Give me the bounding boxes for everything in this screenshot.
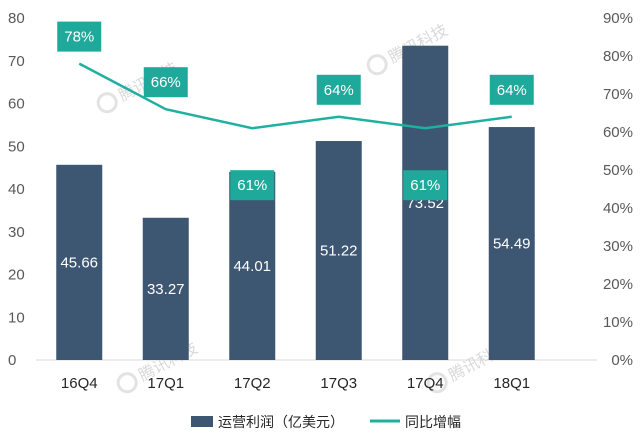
bar-value-label: 51.22 [320, 243, 358, 260]
bar-value-label: 33.27 [147, 281, 185, 298]
legend: 运营利润（亿美元） 同比增幅 [191, 414, 461, 430]
growth-line [78, 62, 512, 130]
x-tick-label: 17Q1 [147, 375, 184, 392]
growth-value-label: 61% [410, 177, 440, 194]
watermark-logo-icon [96, 92, 118, 114]
y-left-tick-label: 10 [8, 309, 25, 326]
y-left-tick-label: 70 [8, 53, 25, 70]
growth-label-box [403, 170, 448, 201]
bar [488, 127, 535, 360]
y-left-tick-label: 40 [8, 181, 25, 198]
x-tick-label: 17Q4 [407, 375, 444, 392]
x-axis-categories: 16Q4 17Q1 17Q2 17Q3 17Q4 18Q1 [61, 375, 530, 392]
bar-series [56, 45, 535, 361]
y-left-tick-label: 30 [8, 224, 25, 241]
y-right-tick-label: 0% [611, 352, 633, 369]
watermark-logo-icon [366, 54, 388, 76]
y-right-tick-label: 10% [603, 314, 633, 331]
y-right-tick-label: 90% [603, 10, 633, 27]
growth-value-label: 66% [151, 74, 181, 91]
line-series: 45.6633.2744.0151.2273.5254.4978%66%61%6… [57, 21, 534, 298]
y-left-tick-label: 50 [8, 138, 25, 155]
growth-label-box [316, 74, 361, 105]
bar [142, 217, 189, 360]
growth-label-box [143, 67, 188, 98]
y-right-tick-label: 40% [603, 200, 633, 217]
y-right-tick-label: 20% [603, 276, 633, 293]
legend-bar-swatch [191, 416, 213, 427]
y-right-tick-label: 30% [603, 238, 633, 255]
y-axis-left: 0 10 20 30 40 50 60 70 80 [8, 10, 25, 369]
bar-value-label: 54.49 [493, 236, 531, 253]
bar [402, 45, 449, 361]
bar [229, 171, 276, 360]
x-tick-label: 18Q1 [493, 375, 530, 392]
growth-value-label: 64% [497, 82, 527, 99]
x-tick-label: 16Q4 [61, 375, 98, 392]
y-left-tick-label: 20 [8, 267, 25, 284]
y-right-tick-label: 80% [603, 48, 633, 65]
y-left-tick-label: 80 [8, 10, 25, 27]
y-right-tick-label: 70% [603, 86, 633, 103]
x-tick-label: 17Q2 [234, 375, 271, 392]
watermark-logo-icon [116, 372, 138, 394]
growth-label-box [57, 21, 102, 52]
growth-value-label: 64% [324, 82, 354, 99]
y-right-tick-label: 60% [603, 124, 633, 141]
growth-label-box [230, 170, 275, 201]
y-left-tick-label: 60 [8, 96, 25, 113]
bar [56, 164, 103, 360]
growth-value-label: 78% [64, 29, 94, 46]
x-tick-label: 17Q3 [320, 375, 357, 392]
y-axis-right: 0% 10% 20% 30% 40% 50% 60% 70% 80% 90% [603, 10, 633, 369]
bar [315, 141, 362, 360]
bar-value-label: 45.66 [60, 254, 98, 271]
watermark-logo-icon [426, 372, 448, 394]
bar-value-label: 44.01 [233, 258, 271, 275]
legend-bar-label: 运营利润（亿美元） [218, 414, 344, 430]
growth-value-label: 61% [237, 177, 267, 194]
y-left-tick-label: 0 [8, 352, 16, 369]
legend-line-label: 同比增幅 [405, 414, 461, 430]
growth-label-box [489, 74, 534, 105]
y-right-tick-label: 50% [603, 162, 633, 179]
